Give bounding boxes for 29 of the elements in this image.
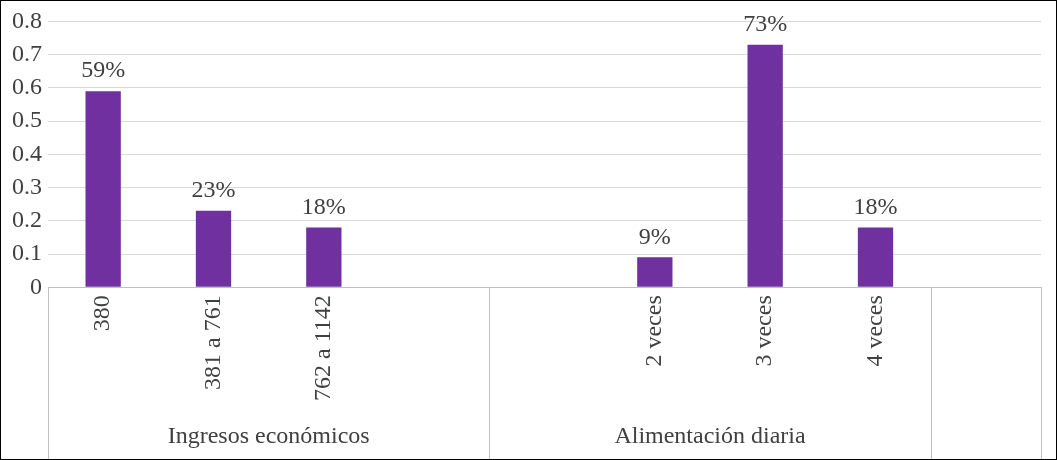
y-tick-label: 0.4	[12, 139, 42, 166]
y-tick-label: 0.3	[12, 172, 42, 199]
bar	[747, 44, 783, 287]
y-tick-label: 0.6	[12, 73, 42, 100]
bar	[85, 91, 121, 287]
data-label: 59%	[81, 56, 126, 83]
data-label: 9%	[638, 222, 671, 249]
bar	[195, 210, 232, 287]
bar	[637, 257, 673, 287]
y-tick-label: 0.2	[12, 206, 42, 233]
y-tick-label: 0.7	[12, 39, 42, 66]
y-tick-label: 0.1	[12, 239, 42, 266]
bar	[857, 227, 894, 287]
x-tick-label: 762 a 1142	[309, 295, 336, 401]
text: Ingresos económicos	[167, 422, 370, 449]
x-tick-label: 4 veces	[860, 295, 887, 367]
x-tick-label: 2 veces	[640, 295, 667, 367]
text: Alimentación diaria	[614, 422, 806, 449]
data-label: 23%	[191, 176, 236, 203]
y-tick-label: 0.8	[12, 6, 42, 33]
x-tick-label: 381 a 761	[198, 295, 225, 390]
x-tick-label: 3 veces	[750, 295, 777, 367]
y-tick-label: 0	[30, 272, 42, 299]
data-label: 18%	[301, 192, 346, 219]
data-label: 73%	[743, 9, 788, 36]
y-tick-label: 0.5	[12, 106, 42, 133]
data-label: 18%	[853, 192, 898, 219]
bar	[306, 227, 342, 287]
x-tick-label: 380	[88, 295, 115, 332]
